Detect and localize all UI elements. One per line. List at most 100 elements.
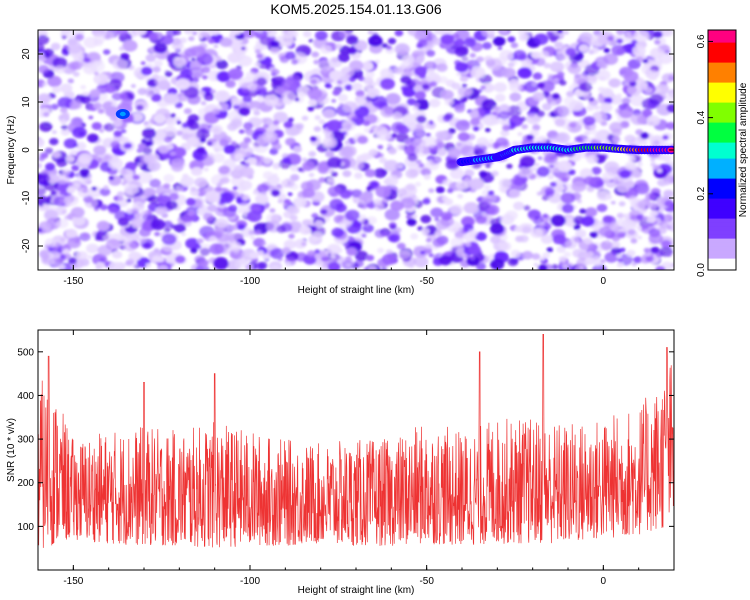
spectrogram-cell	[604, 161, 620, 174]
spectrogram-cell	[38, 64, 49, 74]
spectrogram-cell	[238, 202, 251, 212]
spectrogram-cell	[455, 119, 471, 132]
spectrogram-cell	[261, 241, 267, 246]
spectrogram-cell	[332, 199, 338, 204]
spectrogram-cell	[451, 82, 461, 90]
spectrogram-cell	[399, 250, 411, 259]
spectrogram-cell	[219, 37, 233, 48]
colorbar-tick-label: 0.0	[696, 263, 707, 277]
spectrogram-cell	[110, 141, 121, 149]
spectrogram-cell	[596, 190, 611, 201]
spectrogram-cell	[253, 110, 261, 116]
spectrogram-cell	[493, 82, 507, 93]
spectrogram-cell	[586, 105, 595, 111]
spectrogram-cell	[128, 251, 142, 262]
spectrogram-cell	[59, 83, 73, 94]
spectrogram-cell	[163, 227, 171, 233]
spectrogram-cell	[105, 238, 121, 251]
spectrogram-cell	[459, 75, 469, 82]
spectrogram-cell	[145, 263, 152, 268]
spectrogram-cell	[383, 159, 399, 172]
spectrogram-cell	[256, 77, 267, 86]
spectrogram-cell	[232, 186, 238, 190]
spectrogram-cell	[44, 244, 51, 249]
spectrogram-ylabel: Frequency (Hz)	[6, 116, 17, 185]
spectrogram-cell	[294, 221, 301, 227]
spectrogram-cell	[541, 103, 552, 111]
spectrogram-cell	[407, 121, 417, 130]
spectrogram-cell	[646, 215, 657, 223]
spectrogram-cell	[339, 30, 351, 38]
spectrogram-cell	[253, 237, 266, 248]
spectrogram-cell	[38, 35, 50, 45]
spectrogram-cell	[142, 127, 157, 139]
spectrogram-cell	[190, 57, 196, 62]
spectrogram-cell	[610, 241, 621, 249]
spectrogram-cell	[457, 194, 464, 199]
spectrogram-cell	[241, 46, 246, 51]
spectrogram-cell	[584, 257, 595, 266]
spectrogram-cell	[190, 247, 198, 254]
spectrogram-cell	[536, 166, 550, 177]
spectrogram-cell	[642, 59, 649, 64]
colorbar-band	[708, 46, 736, 51]
spectrogram-cell	[637, 162, 643, 167]
spectrogram-cell	[290, 164, 300, 172]
spectrogram-cell	[60, 107, 68, 114]
spectrogram-cell	[634, 166, 642, 172]
spectrogram-cell	[88, 115, 94, 120]
spectrogram-cell	[318, 119, 326, 125]
spectrogram-cell	[87, 185, 103, 198]
spectrogram-cell	[637, 199, 651, 210]
snr-background	[38, 330, 674, 570]
spectrogram-cell	[549, 136, 559, 144]
spectrogram-cell	[538, 50, 550, 59]
spectrogram-cell	[421, 228, 430, 235]
spectrogram-cell	[580, 216, 595, 227]
spectrogram-cell	[394, 30, 404, 37]
spectrogram-cell	[416, 115, 427, 124]
spectrogram-cell	[509, 92, 522, 102]
spectrogram-cell	[347, 47, 358, 55]
spectrogram-cell	[258, 134, 264, 139]
spectrogram-cell	[342, 170, 352, 178]
spectrogram-cell	[588, 74, 597, 82]
spectrogram-cell	[70, 207, 85, 218]
colorbar-band	[708, 170, 736, 175]
spectrogram-cell	[331, 57, 339, 63]
colorbar-band	[708, 114, 736, 119]
spectrogram-cell	[148, 195, 160, 204]
spectrogram-cell	[136, 148, 143, 154]
spectrogram-cell	[518, 107, 525, 112]
spectrogram-cell	[64, 253, 72, 259]
spectrogram-cell	[119, 174, 124, 179]
spectrogram-cell	[421, 83, 430, 90]
spectrogram-cell	[533, 262, 539, 267]
spectrogram-cell	[593, 30, 602, 36]
spectrogram-cell	[50, 190, 57, 195]
spectrogram-cell	[108, 158, 124, 170]
colorbar-band	[708, 90, 736, 95]
spectrogram-cell	[314, 30, 328, 41]
colorbar-band	[708, 74, 736, 79]
spectrogram-cell	[452, 227, 459, 232]
spectrogram-cell	[44, 53, 51, 59]
spectrogram-cell	[531, 82, 537, 87]
colorbar-band	[708, 162, 736, 167]
spectrogram-cell	[144, 123, 152, 130]
spectrogram-cell	[400, 197, 415, 209]
colorbar: 0.0 0.2 0.4 0.6 Normalized spectral amplitu…	[696, 29, 749, 277]
spectrogram-cell	[413, 84, 423, 93]
spectrogram-cell	[297, 167, 304, 172]
spectrogram-cell	[489, 223, 505, 235]
spectrogram-xtick-label: 0	[601, 276, 607, 287]
spectrogram-cell	[183, 30, 194, 35]
spectrogram-cell	[396, 242, 406, 250]
spectrogram-cell	[373, 168, 387, 179]
spectrogram-cell	[287, 192, 293, 197]
spectrogram-cell	[293, 145, 302, 153]
spectrogram-cell	[420, 250, 426, 255]
spectrogram-cell	[103, 49, 111, 55]
spectrogram-cell	[153, 114, 166, 124]
spectrogram-cell	[308, 235, 318, 243]
